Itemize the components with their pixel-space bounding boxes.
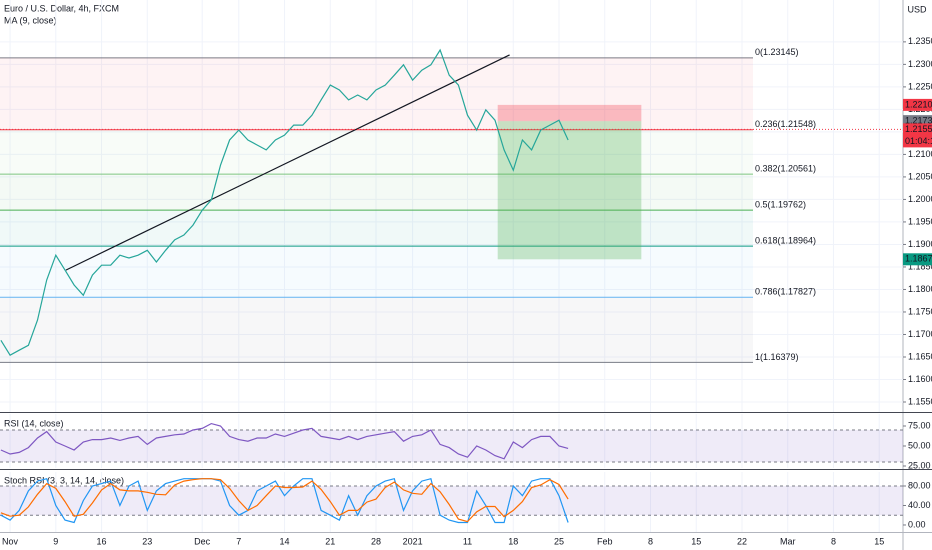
x-tick-label: 11 bbox=[463, 536, 472, 546]
band-fill bbox=[0, 485, 903, 516]
y-tick-label: 1.17000 bbox=[908, 329, 932, 339]
y-tick-label: 1.22500 bbox=[908, 81, 932, 91]
x-tick-label: 8 bbox=[831, 536, 836, 546]
y-tick-label: 1.20000 bbox=[908, 194, 932, 204]
x-tick-label: 14 bbox=[280, 536, 290, 546]
y-tick-label: 80.00 bbox=[908, 480, 931, 490]
series-line bbox=[0, 477, 569, 524]
fib-label: 0.5(1.19762) bbox=[755, 200, 806, 210]
target-tag-label: 1.18670 bbox=[905, 254, 932, 264]
x-tick-label: 15 bbox=[691, 536, 701, 546]
x-tick-label: 21 bbox=[325, 536, 335, 546]
rsi-title: RSI (14, close) bbox=[4, 418, 64, 428]
y-tick-label: 1.19500 bbox=[908, 216, 932, 226]
fib-label: 0.618(1.18964) bbox=[755, 235, 816, 245]
x-tick-label: Nov bbox=[2, 536, 19, 546]
x-tick-label: 8 bbox=[648, 536, 653, 546]
symbol-title: Euro / U.S. Dollar, 4h, FXCM bbox=[4, 3, 119, 13]
x-tick-label: 15 bbox=[874, 536, 884, 546]
y-tick-label: 75.00 bbox=[908, 420, 931, 430]
x-tick-label: 22 bbox=[737, 536, 747, 546]
last-price-tag bbox=[903, 123, 932, 148]
y-tick-label: 1.23000 bbox=[908, 59, 932, 69]
x-tick-label: 28 bbox=[371, 536, 381, 546]
x-tick-label: Dec bbox=[194, 536, 211, 546]
fib-label: 0.382(1.20561) bbox=[755, 164, 816, 174]
indicator-title: MA (9, close) bbox=[4, 15, 57, 25]
x-tick-label: 2021 bbox=[403, 536, 423, 546]
y-tick-label: 0.00 bbox=[908, 519, 926, 529]
currency: USD bbox=[907, 4, 927, 14]
y-tick-label: 1.16500 bbox=[908, 351, 932, 361]
stop-tag bbox=[903, 98, 932, 111]
y-tick-label: 40.00 bbox=[908, 500, 931, 510]
y-tick-label: 1.19000 bbox=[908, 239, 932, 249]
x-tick-label: 23 bbox=[142, 536, 152, 546]
series-line bbox=[0, 48, 569, 357]
x-tick-label: 25 bbox=[554, 536, 564, 546]
x-tick-label: Mar bbox=[780, 536, 796, 546]
y-tick-label: 25.00 bbox=[908, 460, 931, 470]
fib-band bbox=[0, 57, 753, 130]
target-tag bbox=[903, 253, 932, 266]
y-tick-label: 1.18500 bbox=[908, 261, 932, 271]
series-line bbox=[0, 478, 569, 523]
x-tick-label: 18 bbox=[508, 536, 518, 546]
y-tick-label: 1.23500 bbox=[908, 36, 932, 46]
x-tick-label: 16 bbox=[97, 536, 107, 546]
series-line bbox=[0, 422, 569, 460]
fib-band bbox=[0, 246, 753, 298]
x-tick-label: 9 bbox=[53, 536, 58, 546]
last-price-label: 1.21556 bbox=[905, 124, 932, 134]
x-tick-label: 7 bbox=[236, 536, 241, 546]
countdown: 01:04:18 bbox=[905, 136, 932, 146]
fib-band bbox=[0, 174, 753, 211]
trend-line bbox=[65, 54, 510, 271]
fib-band bbox=[0, 210, 753, 247]
fib-band bbox=[0, 297, 753, 363]
x-tick-label: Feb bbox=[597, 536, 613, 546]
entry-tag-label: 1.21739 bbox=[905, 116, 932, 126]
fib-band bbox=[0, 129, 753, 175]
stop-zone bbox=[497, 104, 642, 122]
stop-tag-label: 1.22100 bbox=[905, 99, 932, 109]
fib-label: 1(1.16379) bbox=[755, 352, 799, 362]
y-tick-label: 1.16000 bbox=[908, 374, 932, 384]
band-fill bbox=[0, 430, 903, 462]
y-tick-label: 1.17500 bbox=[908, 306, 932, 316]
y-tick-label: 1.15500 bbox=[908, 396, 932, 406]
stoch-title: Stoch RSI (3, 3, 14, 14, close) bbox=[4, 475, 124, 485]
fib-label: 0.236(1.21548) bbox=[755, 119, 816, 129]
target-zone bbox=[497, 121, 642, 260]
y-tick-label: 50.00 bbox=[908, 440, 931, 450]
y-tick-label: 1.18000 bbox=[908, 284, 932, 294]
fib-label: 0.786(1.17827) bbox=[755, 287, 816, 297]
y-tick-label: 1.20500 bbox=[908, 171, 932, 181]
fib-label: 0(1.23145) bbox=[755, 47, 799, 57]
y-tick-label: 1.21000 bbox=[908, 149, 932, 159]
